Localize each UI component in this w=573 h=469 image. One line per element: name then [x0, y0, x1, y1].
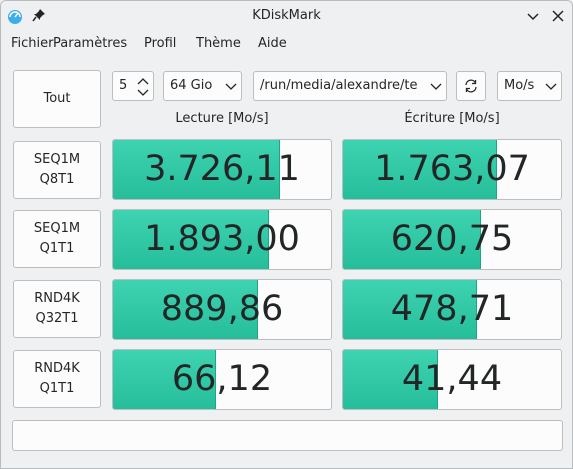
minimize-icon[interactable]: [525, 8, 541, 24]
comment-field[interactable]: [12, 420, 563, 451]
chevron-down-icon: [545, 83, 557, 90]
menu-theme[interactable]: Thème: [196, 36, 241, 51]
test-button-seq1m-q8t1[interactable]: SEQ1M Q8T1: [13, 141, 101, 199]
chevron-down-icon[interactable]: [137, 89, 149, 97]
read-value: 889,86: [160, 289, 284, 329]
unit-select[interactable]: Mo/s: [497, 71, 562, 101]
path-select[interactable]: /run/media/alexandre/test-: [253, 71, 447, 101]
unit-value: Mo/s: [504, 78, 535, 93]
size-select[interactable]: 64 Gio: [163, 71, 242, 101]
menu-bar: Fichier Paramètres Profil Thème Aide: [1, 32, 572, 56]
read-result-bar: 1.893,00: [112, 209, 332, 270]
chevron-down-icon: [225, 83, 237, 90]
refresh-icon: [465, 79, 477, 93]
close-icon[interactable]: [550, 8, 566, 24]
read-progress-fill: [113, 140, 280, 199]
menu-profile[interactable]: Profil: [144, 36, 177, 51]
test-button-rnd4k-q1t1[interactable]: RND4K Q1T1: [13, 350, 101, 408]
read-result-bar: 889,86: [112, 279, 332, 340]
menu-settings[interactable]: Paramètres: [53, 36, 128, 51]
runs-spinbox[interactable]: 5: [112, 71, 154, 101]
title-bar: KDiskMark: [1, 1, 572, 31]
write-value: 478,71: [390, 289, 514, 329]
menu-help[interactable]: Aide: [258, 36, 287, 51]
write-progress-fill: [343, 140, 497, 199]
path-value: /run/media/alexandre/test-: [260, 78, 418, 93]
test-params: Q32T1: [35, 311, 79, 326]
test-params: Q1T1: [39, 241, 75, 256]
test-button-rnd4k-q32t1[interactable]: RND4K Q32T1: [13, 280, 101, 338]
write-result-bar: 41,44: [342, 349, 562, 410]
test-name: SEQ1M: [33, 152, 81, 167]
read-value: 1.893,00: [144, 219, 300, 259]
write-result-bar: 1.763,07: [342, 139, 562, 200]
read-header: Lecture [Mo/s]: [175, 111, 269, 126]
read-value: 66,12: [171, 359, 273, 399]
read-progress-fill: [113, 350, 217, 409]
window-title: KDiskMark: [252, 8, 321, 23]
write-header: Écriture [Mo/s]: [404, 111, 500, 126]
run-all-button[interactable]: Tout: [13, 70, 101, 128]
test-params: Q8T1: [39, 172, 75, 187]
test-name: SEQ1M: [33, 221, 81, 236]
refresh-button[interactable]: [456, 71, 486, 101]
write-value: 41,44: [401, 359, 503, 399]
pin-icon[interactable]: [32, 8, 46, 22]
read-progress-fill: [113, 280, 258, 339]
write-value: 620,75: [390, 219, 514, 259]
read-value: 3.726,11: [144, 149, 300, 189]
write-value: 1.763,07: [374, 149, 530, 189]
write-progress-fill: [343, 350, 438, 409]
write-progress-fill: [343, 280, 477, 339]
test-name: RND4K: [34, 361, 80, 376]
size-value: 64 Gio: [170, 78, 213, 93]
write-progress-fill: [343, 210, 482, 269]
read-result-bar: 66,12: [112, 349, 332, 410]
disk-gauge-icon: [8, 10, 22, 24]
test-params: Q1T1: [39, 381, 75, 396]
chevron-down-icon: [430, 83, 442, 90]
test-button-seq1m-q1t1[interactable]: SEQ1M Q1T1: [13, 210, 101, 268]
runs-value: 5: [119, 78, 128, 93]
write-result-bar: 620,75: [342, 209, 562, 270]
read-progress-fill: [113, 210, 269, 269]
read-result-bar: 3.726,11: [112, 139, 332, 200]
menu-file[interactable]: Fichier: [11, 36, 54, 51]
chevron-up-icon[interactable]: [137, 77, 149, 85]
write-result-bar: 478,71: [342, 279, 562, 340]
test-name: RND4K: [34, 291, 80, 306]
